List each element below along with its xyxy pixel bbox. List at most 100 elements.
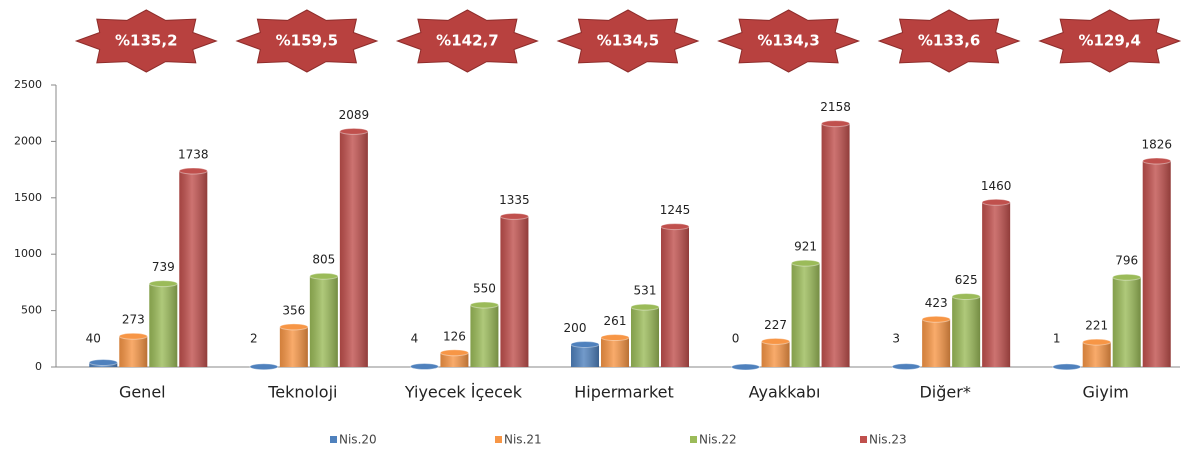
bar-shade [500, 216, 529, 367]
badge [877, 9, 1021, 73]
bar-top [499, 212, 529, 220]
bar-top [731, 363, 761, 371]
bar-top [660, 223, 690, 231]
bar-top [951, 293, 981, 300]
bar-shade [982, 202, 1011, 367]
value-label: 739 [152, 260, 175, 274]
bar-shade [470, 304, 499, 367]
bar-shade [821, 123, 850, 367]
bar-shade [179, 170, 208, 367]
legend-swatch [495, 436, 502, 443]
bar-top [600, 334, 630, 342]
bar-shade [601, 337, 629, 367]
x-tick-label: Diğer* [919, 383, 970, 402]
bar-top [791, 259, 821, 267]
badge-label: %159,5 [276, 32, 338, 50]
value-label: 1 [1053, 332, 1061, 346]
bar-shade [1112, 277, 1141, 367]
bar-top [1142, 157, 1172, 165]
bar-top [88, 358, 118, 366]
bar-top [118, 332, 148, 340]
value-label: 0 [732, 332, 740, 346]
bar-shade [119, 336, 148, 367]
badge [556, 9, 700, 73]
x-tick-label: Ayakkabı [749, 383, 821, 402]
value-label: 40 [86, 332, 101, 346]
bar-top [339, 127, 369, 135]
badge-label: %142,7 [436, 32, 498, 50]
bar-shade [1082, 342, 1111, 367]
value-label: 1738 [178, 147, 209, 161]
bar-top [630, 303, 660, 311]
x-tick-label: Hipermarket [574, 383, 674, 402]
legend-label: Nis.22 [699, 433, 737, 447]
value-label: 531 [634, 284, 657, 298]
value-label: 921 [794, 240, 817, 254]
x-tick-label: Yiyecek İçecek [404, 383, 523, 402]
value-label: 200 [564, 321, 587, 335]
bar-top [921, 315, 951, 323]
bar-top [821, 120, 851, 128]
bar-shade [952, 296, 981, 367]
value-label: 550 [473, 281, 496, 295]
legend-swatch [690, 436, 697, 443]
badge [235, 9, 379, 73]
badge-label: %134,5 [597, 32, 659, 50]
badge [1038, 9, 1182, 73]
badge-label: %133,6 [918, 32, 980, 50]
badge [74, 9, 218, 73]
x-tick-label: Genel [119, 383, 166, 402]
bar-shade [149, 283, 178, 367]
legend-label: Nis.20 [339, 433, 377, 447]
y-tick-label: 1000 [14, 247, 42, 260]
badge [717, 9, 861, 73]
bar-top [1052, 363, 1082, 371]
value-label: 2089 [339, 108, 370, 122]
bar-shade [791, 263, 820, 367]
legend-label: Nis.23 [869, 433, 907, 447]
legend-swatch [860, 436, 867, 443]
badge [395, 9, 539, 73]
bar-top [309, 272, 339, 280]
badge-label: %135,2 [115, 32, 177, 50]
bar-shade [440, 352, 469, 367]
value-label: 4 [411, 332, 419, 346]
bar-top [249, 363, 279, 371]
bar-shade [922, 319, 951, 367]
bar-top [439, 349, 469, 357]
y-tick-label: 1500 [14, 191, 42, 204]
bar-shade [1142, 161, 1171, 367]
value-label: 356 [282, 303, 305, 317]
value-label: 227 [764, 318, 787, 332]
value-label: 2158 [820, 100, 851, 114]
y-tick-label: 0 [35, 360, 42, 373]
value-label: 3 [892, 332, 900, 346]
bar-top [279, 323, 309, 331]
bar-shade [761, 341, 790, 367]
bar-top [1112, 273, 1142, 281]
bar-top [891, 363, 921, 371]
value-label: 423 [925, 296, 948, 310]
value-label: 261 [604, 314, 627, 328]
bar-top [981, 198, 1011, 206]
badge-label: %134,3 [757, 32, 819, 50]
bar-shade [631, 307, 659, 367]
value-label: 1460 [981, 179, 1012, 193]
y-tick-label: 2000 [14, 134, 42, 147]
bar-top [148, 280, 178, 288]
bar-top [469, 301, 499, 309]
value-label: 796 [1115, 254, 1138, 268]
value-label: 221 [1085, 319, 1108, 333]
bar-shade [571, 344, 599, 367]
bar-shade [309, 276, 338, 367]
y-tick-label: 2500 [14, 78, 42, 91]
legend-swatch [330, 436, 337, 443]
bar-shade [279, 326, 308, 367]
value-label: 625 [955, 273, 978, 287]
value-label: 2 [250, 332, 258, 346]
value-label: 1335 [499, 193, 530, 207]
legend-label: Nis.21 [504, 433, 542, 447]
x-tick-label: Giyim [1083, 383, 1129, 402]
bar-shade [661, 226, 689, 367]
